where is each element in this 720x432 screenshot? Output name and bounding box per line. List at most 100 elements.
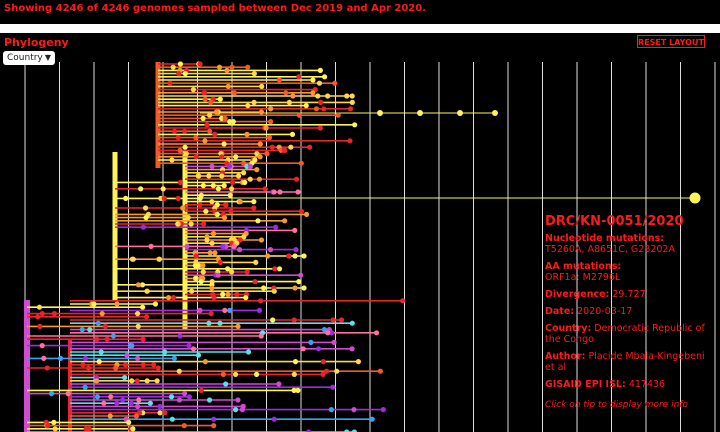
tip [207,128,213,134]
tip [303,211,310,217]
tip [218,154,225,160]
tip [263,125,269,131]
tip [79,327,85,333]
tip [225,266,231,272]
tip [143,314,150,320]
tip [126,419,132,425]
tip [221,183,227,189]
tip [305,429,312,432]
tip [152,301,159,307]
tip [290,93,296,99]
tip [296,112,302,118]
tip [135,282,141,288]
tip [273,224,279,230]
tip [169,416,175,422]
tip [214,211,220,217]
tip [134,378,140,384]
tip [35,314,41,320]
tip [108,394,114,400]
tip [232,407,239,413]
tip [265,253,271,259]
tip [134,311,141,317]
tip [258,109,265,115]
tip [241,170,247,176]
tip [197,195,203,201]
tip [227,119,233,125]
tip [177,179,183,185]
tip [140,336,146,342]
tip [151,362,157,368]
tip [206,173,212,179]
tip [335,112,341,118]
tip [296,74,302,80]
field: Country: Democratic Republic of the Cong… [545,323,710,345]
tip [157,403,163,409]
tip [182,144,188,150]
tip [208,99,214,105]
tip [292,285,298,291]
tip [114,400,120,406]
tip [295,189,301,195]
tip [176,397,183,403]
tip [308,339,314,345]
tip [99,311,105,317]
field-value: 2020-03-17 [577,306,633,317]
tip [259,83,265,89]
tip [277,189,283,195]
tip [162,410,168,416]
tip [228,269,235,275]
tip [256,307,262,313]
tip [217,96,223,102]
tip [200,115,206,121]
tip [325,330,331,336]
tip [209,285,215,291]
reset-button[interactable]: RESET LAYOUT [637,35,705,48]
tip [282,218,288,224]
tip [217,259,223,265]
tip [45,423,51,429]
tip [41,355,47,361]
field-label: Author: [545,351,586,362]
tip [307,144,313,150]
tip [417,110,423,116]
tip [317,125,323,131]
tip [296,279,302,285]
tip [224,67,230,73]
tip [209,240,215,246]
tip [222,115,228,121]
tip [291,371,297,377]
tip [209,199,215,205]
tip [130,426,136,432]
tip [110,333,117,339]
tip [380,407,386,413]
tip [124,352,130,358]
tip [338,317,345,323]
tip [193,253,199,259]
field: Divergence: 29.727 [545,289,710,300]
tip [286,99,292,105]
tip [251,205,257,211]
tip [457,110,463,116]
header-bar [0,24,720,33]
tip [189,288,195,294]
tip [212,250,218,256]
tip [80,362,86,368]
tip [227,192,233,198]
tip [91,301,97,307]
field-label: Date: [545,306,575,317]
tip [161,195,167,201]
strain: DRC/KN-0051/2020 [545,214,684,229]
tip [292,359,299,365]
color-select[interactable]: Country ▼ [3,51,55,65]
tip [190,87,197,93]
tip [193,135,199,141]
tip [233,154,239,160]
tip [195,352,202,358]
tip [165,295,172,301]
tip [293,176,300,182]
tip [251,71,257,77]
tip [220,371,226,377]
tip [373,330,380,336]
tip [168,394,175,400]
